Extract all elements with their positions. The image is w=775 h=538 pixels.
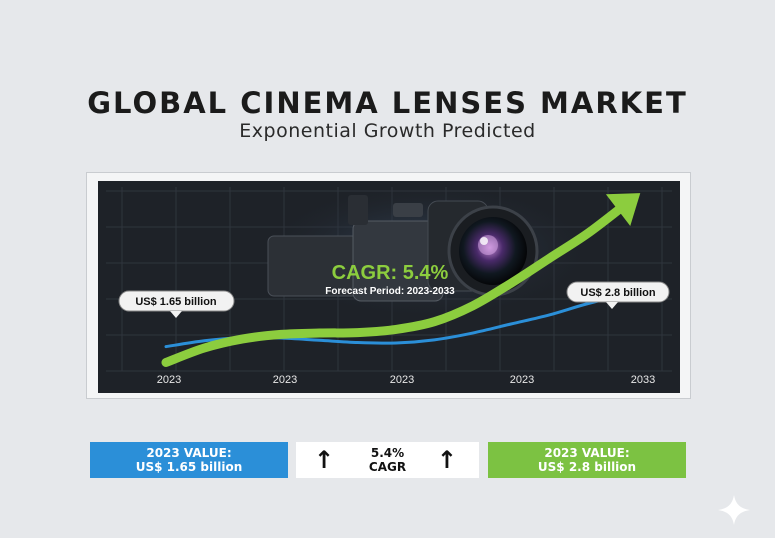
end-value-callout: US$ 2.8 billion (566, 281, 670, 309)
start-value-card-label: 2023 VALUE: (146, 446, 232, 460)
line-chart: 2023 2023 2023 2023 2033 CAGR: 5.4% Forecast… (106, 181, 672, 386)
start-value-text: US$ 1.65 billion (135, 296, 217, 308)
end-value-card: 2023 VALUE: US$ 2.8 billion (488, 442, 686, 478)
cinema-camera-icon (258, 181, 598, 321)
x-tick-label: 2023 (157, 374, 181, 386)
x-tick-label: 2023 (273, 374, 297, 386)
cagr-label: CAGR: 5.4% (332, 262, 449, 284)
summary-cards: 2023 VALUE: US$ 1.65 billion ↑ 5.4% CAGR… (0, 442, 775, 478)
start-value-callout: US$ 1.65 billion (118, 290, 235, 318)
chart-frame: 2023 2023 2023 2023 2033 CAGR: 5.4% Forecast… (86, 172, 691, 399)
forecast-period-label: Forecast Period: 2023-2033 (325, 286, 455, 297)
cagr-card-value: 5.4% (370, 446, 405, 460)
arrow-up-icon: ↑ (436, 446, 457, 474)
series-layer (161, 193, 641, 367)
sparkle-icon (718, 495, 750, 525)
x-tick-label: 2023 (510, 374, 534, 386)
page-title: GLOBAL CINEMA LENSES MARKET (87, 86, 688, 120)
page-subtitle: Exponential Growth Predicted (239, 120, 536, 142)
x-tick-labels: 2023 2023 2023 2023 2033 (157, 374, 655, 386)
growth-arrowhead (605, 193, 641, 227)
end-value-card-amount: US$ 2.8 billion (537, 460, 637, 474)
start-value-card-amount: US$ 1.65 billion (135, 460, 243, 474)
growth-arrow-line (161, 199, 631, 367)
chart-panel: 2023 2023 2023 2023 2033 CAGR: 5.4% Forecast… (98, 181, 680, 393)
x-tick-label: 2023 (390, 374, 414, 386)
cagr-card-label: CAGR (368, 460, 407, 474)
x-tick-label: 2033 (631, 374, 655, 386)
cagr-card: ↑ 5.4% CAGR ↑ (296, 442, 479, 478)
start-value-card: 2023 VALUE: US$ 1.65 billion (90, 442, 288, 478)
end-value-text: US$ 2.8 billion (580, 287, 655, 299)
end-value-card-label: 2023 VALUE: (544, 446, 630, 460)
arrow-up-icon: ↑ (314, 446, 335, 474)
